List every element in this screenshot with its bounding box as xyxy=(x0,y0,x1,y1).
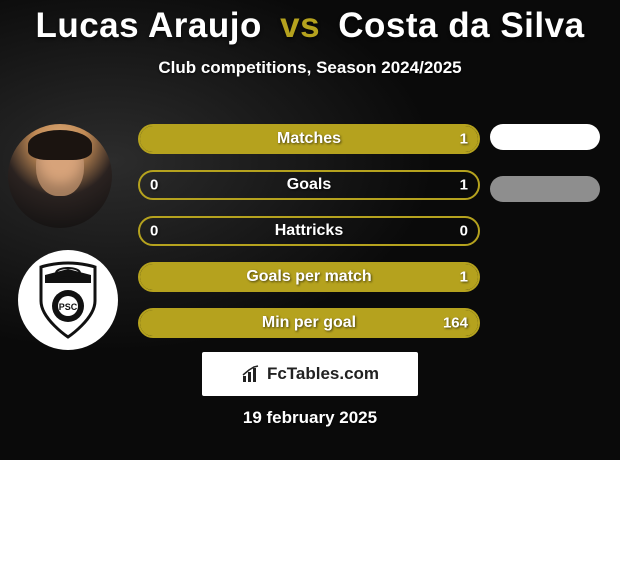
stat-value-right: 1 xyxy=(460,269,468,286)
stat-row-min-per-goal: Min per goal 164 xyxy=(138,308,480,338)
stat-label: Goals per match xyxy=(246,268,371,286)
avatars-column: PSC xyxy=(8,124,118,372)
stat-row-goals-per-match: Goals per match 1 xyxy=(138,262,480,292)
stat-row-matches: Matches 1 xyxy=(138,124,480,154)
form-pill xyxy=(490,124,600,150)
comparison-card: Lucas Araujo vs Costa da Silva Club comp… xyxy=(0,0,620,460)
stat-row-goals: 0 Goals 1 xyxy=(138,170,480,200)
svg-text:PSC: PSC xyxy=(59,302,78,312)
stat-label: Goals xyxy=(287,176,331,194)
stat-row-hattricks: 0 Hattricks 0 xyxy=(138,216,480,246)
stat-value-left: 0 xyxy=(150,177,158,194)
subtitle: Club competitions, Season 2024/2025 xyxy=(0,58,620,78)
title-player2: Costa da Silva xyxy=(338,6,584,45)
stat-value-right: 1 xyxy=(460,131,468,148)
stat-value-left: 0 xyxy=(150,223,158,240)
stat-label: Hattricks xyxy=(275,222,343,240)
stat-label: Min per goal xyxy=(262,314,356,332)
stat-value-right: 1 xyxy=(460,177,468,194)
form-pills xyxy=(490,124,600,228)
stats-rows: Matches 1 0 Goals 1 0 Hattricks 0 Goals … xyxy=(138,124,480,354)
page-title: Lucas Araujo vs Costa da Silva xyxy=(0,6,620,46)
club-avatar: PSC xyxy=(18,250,118,350)
title-player1: Lucas Araujo xyxy=(35,6,261,45)
date-text: 19 february 2025 xyxy=(0,408,620,428)
stat-value-right: 0 xyxy=(460,223,468,240)
form-pill xyxy=(490,176,600,202)
player-avatar xyxy=(8,124,112,228)
title-vs: vs xyxy=(280,6,320,45)
stat-label: Matches xyxy=(277,130,341,148)
club-badge-icon: PSC xyxy=(33,261,103,339)
stat-value-right: 164 xyxy=(443,315,468,332)
brand-text: FcTables.com xyxy=(267,364,379,384)
brand-badge: FcTables.com xyxy=(202,352,418,396)
chart-icon xyxy=(241,364,261,384)
